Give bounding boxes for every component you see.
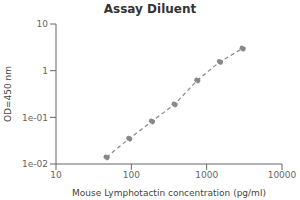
svg-text:100: 100: [123, 170, 140, 180]
svg-text:1e-01: 1e-01: [22, 113, 48, 123]
svg-text:Mouse Lymphotactin concentrati: Mouse Lymphotactin concentration (pg/ml): [72, 188, 266, 198]
svg-text:10000: 10000: [268, 170, 292, 180]
svg-text:1: 1: [42, 66, 48, 76]
html-text:Assay Diluent: Assay Diluent: [103, 2, 197, 16]
svg-text:10: 10: [50, 170, 62, 180]
svg-text:OD=450 nm: OD=450 nm: [8, 66, 13, 122]
svg-text:1000: 1000: [195, 170, 218, 180]
svg-text:10: 10: [37, 19, 49, 29]
svg-text:1e-02: 1e-02: [22, 159, 48, 169]
